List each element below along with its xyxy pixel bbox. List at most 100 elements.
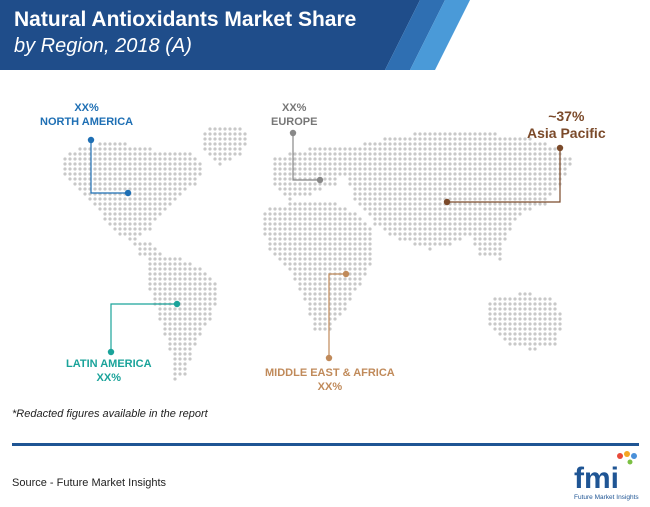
map-dot: [493, 327, 497, 331]
map-dot: [313, 217, 317, 221]
map-dot: [278, 242, 282, 246]
map-dot: [338, 237, 342, 241]
map-dot: [273, 157, 277, 161]
map-dot: [418, 157, 422, 161]
map-dot: [138, 202, 142, 206]
map-dot: [438, 162, 442, 166]
map-dot: [113, 222, 117, 226]
map-dot: [498, 157, 502, 161]
map-dot: [203, 277, 207, 281]
leader-marker: [316, 176, 324, 184]
map-dot: [118, 147, 122, 151]
map-dot: [223, 157, 227, 161]
map-dot: [548, 317, 552, 321]
map-dot: [183, 267, 187, 271]
map-dot: [433, 142, 437, 146]
map-dot: [453, 177, 457, 181]
map-dot: [238, 147, 242, 151]
map-dot: [478, 247, 482, 251]
map-dot: [338, 312, 342, 316]
map-dot: [183, 262, 187, 266]
map-dot: [528, 152, 532, 156]
map-dot: [363, 222, 367, 226]
map-dot: [533, 177, 537, 181]
map-dot: [323, 252, 327, 256]
map-dot: [343, 167, 347, 171]
map-dot: [428, 217, 432, 221]
map-dot: [213, 287, 217, 291]
map-dot: [423, 177, 427, 181]
map-dot: [138, 197, 142, 201]
map-dot: [173, 317, 177, 321]
map-dot: [113, 202, 117, 206]
map-dot: [393, 157, 397, 161]
map-dot: [498, 137, 502, 141]
map-dot: [548, 147, 552, 151]
map-dot: [173, 177, 177, 181]
map-dot: [73, 182, 77, 186]
map-dot: [438, 147, 442, 151]
map-dot: [383, 152, 387, 156]
map-dot: [433, 227, 437, 231]
map-dot: [363, 192, 367, 196]
map-dot: [78, 157, 82, 161]
map-dot: [548, 312, 552, 316]
map-dot: [153, 202, 157, 206]
map-dot: [158, 277, 162, 281]
map-dot: [333, 287, 337, 291]
map-dot: [238, 152, 242, 156]
map-dot: [83, 162, 87, 166]
map-dot: [348, 262, 352, 266]
map-dot: [483, 162, 487, 166]
map-dot: [323, 237, 327, 241]
map-dot: [478, 162, 482, 166]
map-dot: [423, 227, 427, 231]
map-dot: [173, 292, 177, 296]
map-dot: [408, 177, 412, 181]
map-dot: [128, 177, 132, 181]
europe-name: EUROPE: [271, 116, 318, 128]
map-dot: [468, 137, 472, 141]
map-dot: [298, 167, 302, 171]
map-dot: [513, 317, 517, 321]
map-dot: [483, 212, 487, 216]
map-dot: [138, 242, 142, 246]
map-dot: [138, 207, 142, 211]
map-dot: [463, 162, 467, 166]
map-dot: [118, 172, 122, 176]
map-dot: [313, 227, 317, 231]
map-dot: [343, 172, 347, 176]
map-dot: [503, 222, 507, 226]
map-dot: [423, 237, 427, 241]
map-dot: [478, 152, 482, 156]
map-dot: [178, 277, 182, 281]
map-dot: [503, 147, 507, 151]
map-dot: [333, 177, 337, 181]
map-dot: [383, 217, 387, 221]
map-dot: [183, 362, 187, 366]
map-dot: [188, 357, 192, 361]
map-dot: [473, 147, 477, 151]
map-dot: [303, 227, 307, 231]
map-dot: [123, 232, 127, 236]
map-dot: [273, 212, 277, 216]
map-dot: [543, 177, 547, 181]
map-dot: [453, 232, 457, 236]
map-dot: [388, 162, 392, 166]
map-dot: [343, 297, 347, 301]
map-dot: [338, 232, 342, 236]
map-dot: [403, 237, 407, 241]
map-dot: [473, 152, 477, 156]
map-dot: [273, 162, 277, 166]
map-dot: [413, 192, 417, 196]
map-dot: [113, 177, 117, 181]
map-dot: [218, 142, 222, 146]
map-dot: [343, 302, 347, 306]
map-dot: [153, 177, 157, 181]
map-dot: [163, 317, 167, 321]
map-dot: [353, 272, 357, 276]
map-dot: [483, 182, 487, 186]
map-dot: [188, 162, 192, 166]
map-dot: [273, 247, 277, 251]
map-dot: [313, 327, 317, 331]
